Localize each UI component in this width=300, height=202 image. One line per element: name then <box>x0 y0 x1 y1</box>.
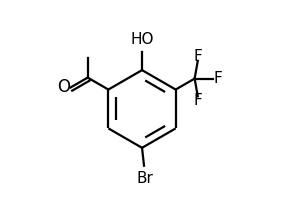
Text: HO: HO <box>130 32 154 47</box>
Text: F: F <box>194 49 202 64</box>
Text: O: O <box>58 78 70 96</box>
Text: Br: Br <box>136 171 154 186</box>
Text: F: F <box>213 71 222 86</box>
Text: F: F <box>194 93 202 108</box>
